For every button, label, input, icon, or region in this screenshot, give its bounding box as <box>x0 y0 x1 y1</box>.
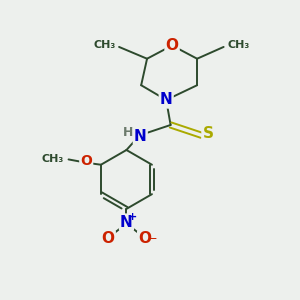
Text: O: O <box>80 154 92 168</box>
Text: +: + <box>128 212 137 222</box>
Text: ⁻: ⁻ <box>149 234 157 248</box>
Text: H: H <box>123 126 134 139</box>
Text: N: N <box>134 129 147 144</box>
Text: N: N <box>160 92 172 107</box>
Text: CH₃: CH₃ <box>227 40 249 50</box>
Text: CH₃: CH₃ <box>42 154 64 164</box>
Text: CH₃: CH₃ <box>93 40 116 50</box>
Text: S: S <box>202 126 214 141</box>
Text: O: O <box>138 231 151 246</box>
Text: N: N <box>120 214 133 230</box>
Text: O: O <box>166 38 178 53</box>
Text: O: O <box>102 231 115 246</box>
